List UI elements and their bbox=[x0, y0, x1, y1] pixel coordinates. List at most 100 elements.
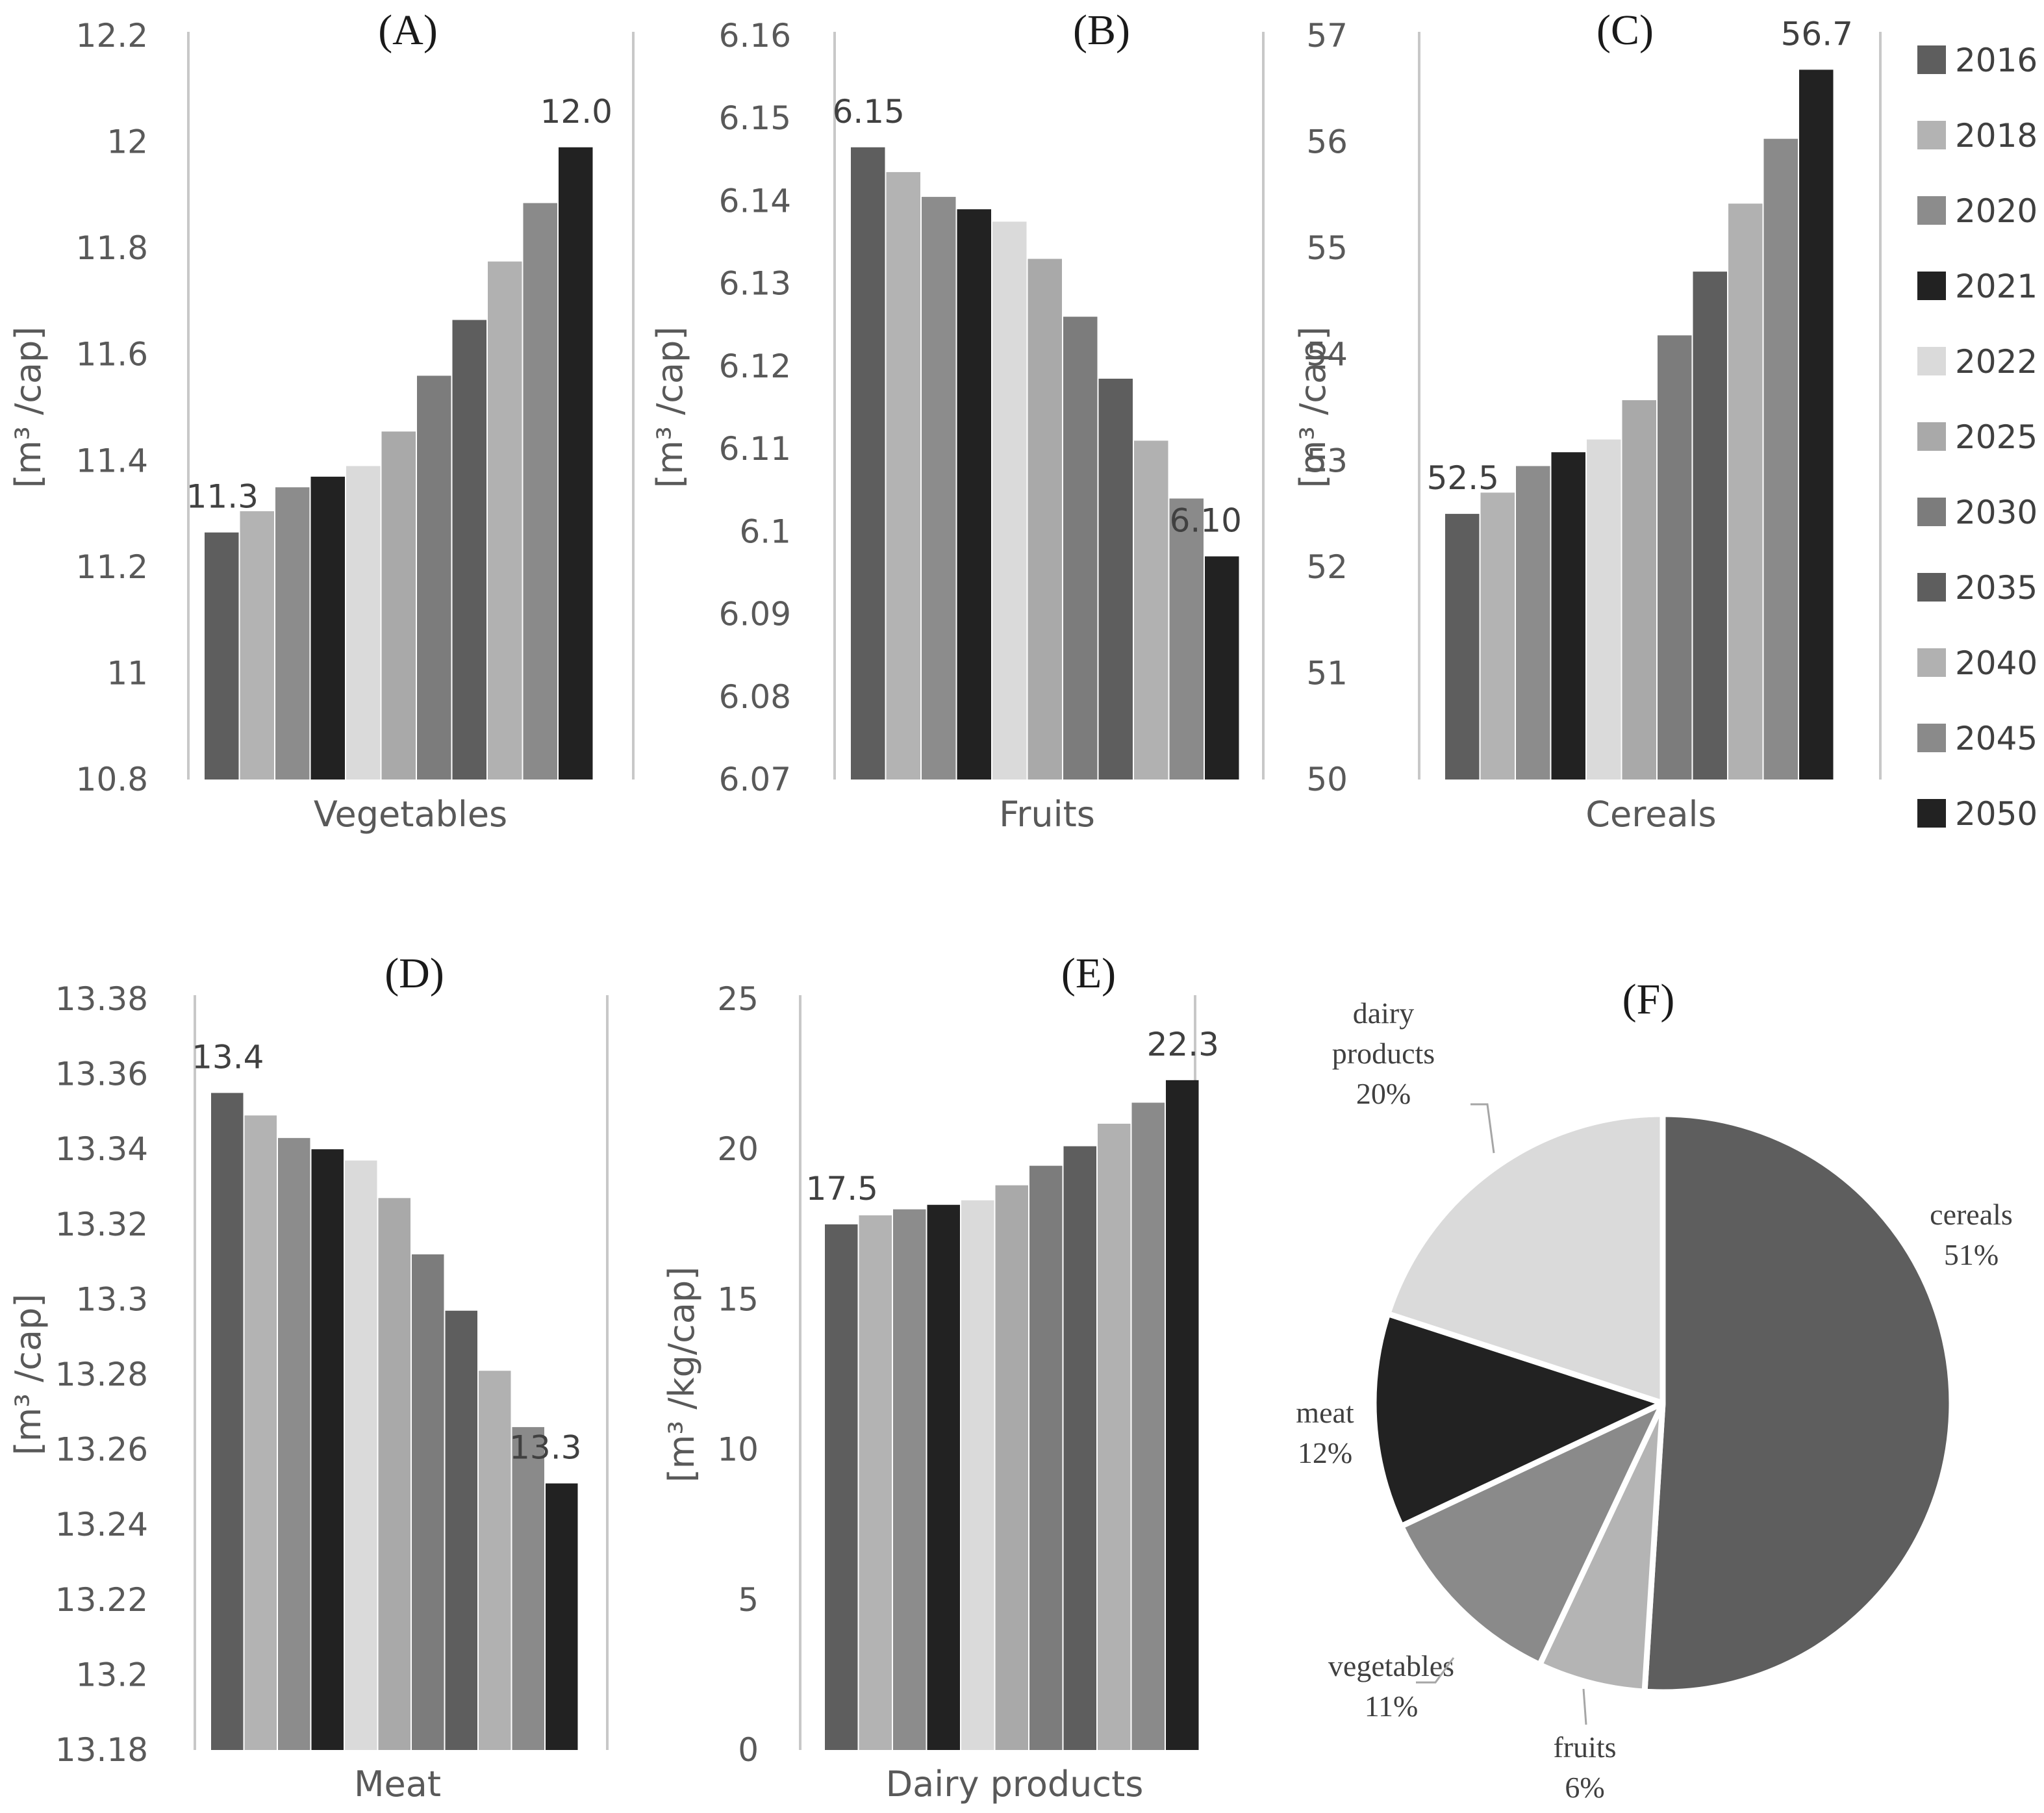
bar-2050 bbox=[559, 147, 593, 780]
bar-2025 bbox=[378, 1198, 410, 1750]
panel-title: (C) bbox=[1596, 6, 1654, 54]
chart-5: 0 5 10 15 20 25 17.5 22.3 Dairy products (E) [m³ /… bbox=[661, 950, 1219, 1805]
y-tick-label: 13.28 bbox=[55, 1356, 148, 1393]
data-label-first: 6.15 bbox=[833, 93, 905, 131]
bar-2050 bbox=[546, 1483, 578, 1750]
pie-slice-dairy bbox=[1385, 1111, 1666, 1406]
bar-2030 bbox=[412, 1254, 444, 1750]
y-tick-label: 6.11 bbox=[719, 430, 791, 468]
y-tick-label: 6.08 bbox=[719, 678, 791, 716]
chart-1: 10.8 11 11.2 11.4 11.6 11.8 12 12.2 11.3 12.0 Vege… bbox=[8, 6, 635, 835]
bar-2025 bbox=[1028, 259, 1062, 780]
bar-2040 bbox=[488, 261, 522, 780]
x-category-label: Vegetables bbox=[314, 794, 507, 835]
bar-2025 bbox=[995, 1185, 1028, 1750]
legend-label-2016: 2016 bbox=[1955, 42, 2038, 79]
bar-2035 bbox=[1063, 1146, 1096, 1750]
y-axis-label: [m³ /cap] bbox=[8, 1294, 49, 1456]
x-category-label: Fruits bbox=[999, 794, 1095, 835]
y-tick-label: 10.8 bbox=[76, 761, 148, 798]
y-tick-label: 11.8 bbox=[76, 229, 148, 267]
bar-2040 bbox=[1134, 440, 1168, 780]
y-tick-label: 13.32 bbox=[55, 1206, 148, 1243]
bar-2021 bbox=[311, 1149, 344, 1750]
bar-2022 bbox=[346, 466, 381, 780]
bar-2016 bbox=[825, 1224, 858, 1750]
y-tick-label: 0 bbox=[738, 1731, 759, 1769]
y-tick-label: 13.26 bbox=[55, 1431, 148, 1469]
data-label-last: 56.7 bbox=[1781, 15, 1853, 53]
y-tick-label: 12.2 bbox=[76, 17, 148, 55]
legend-swatch-2021 bbox=[1917, 272, 1946, 300]
bar-2016 bbox=[1445, 514, 1480, 780]
y-tick-label: 13.34 bbox=[55, 1130, 148, 1168]
bar-2020 bbox=[278, 1137, 310, 1750]
chart-4: 13.18 13.2 13.22 13.24 13.26 13.28 13.3 13.32 13… bbox=[8, 950, 609, 1805]
legend-label-2040: 2040 bbox=[1955, 644, 2038, 682]
data-label-last: 6.10 bbox=[1170, 502, 1242, 540]
y-tick-label: 56 bbox=[1306, 123, 1348, 161]
y-tick-label: 6.07 bbox=[719, 761, 791, 798]
pie-slice-cereals bbox=[1641, 1111, 1955, 1695]
y-axis-label: [m³ /cap] bbox=[8, 327, 49, 488]
pie-label-fruits: fruits bbox=[1553, 1731, 1616, 1764]
bar-2045 bbox=[1763, 138, 1798, 780]
bar-2025 bbox=[381, 431, 416, 780]
legend-swatch-2020 bbox=[1917, 196, 1946, 225]
chart-6-pie: (F) cereals 51% fruits 6% vegetables 11% meat 12… bbox=[1296, 976, 2013, 1804]
data-label-first: 52.5 bbox=[1427, 459, 1499, 497]
pie-label-dairy: 20% bbox=[1356, 1077, 1411, 1110]
legend-swatch-2045 bbox=[1917, 724, 1946, 752]
legend-label-2045: 2045 bbox=[1955, 720, 2038, 757]
panel-title: (E) bbox=[1061, 950, 1116, 997]
y-tick-label: 13.22 bbox=[55, 1581, 148, 1619]
legend-label-2030: 2030 bbox=[1955, 494, 2038, 531]
legend-label-2020: 2020 bbox=[1955, 192, 2038, 230]
y-tick-label: 5 bbox=[738, 1581, 759, 1619]
y-tick-label: 6.13 bbox=[719, 265, 791, 303]
bar-2020 bbox=[275, 487, 310, 780]
bar-2022 bbox=[992, 222, 1027, 780]
data-label-first: 11.3 bbox=[186, 478, 259, 516]
y-tick-label: 11.6 bbox=[76, 336, 148, 374]
y-tick-label: 6.16 bbox=[719, 17, 791, 55]
y-tick-label: 13.24 bbox=[55, 1506, 148, 1543]
bar-2021 bbox=[927, 1204, 960, 1750]
bar-2021 bbox=[1551, 452, 1585, 780]
pie-label-meat: meat bbox=[1296, 1396, 1354, 1429]
y-tick-label: 10 bbox=[717, 1431, 759, 1469]
legend-label-2021: 2021 bbox=[1955, 268, 2038, 305]
bar-2050 bbox=[1205, 556, 1239, 780]
y-tick-label: 13.2 bbox=[76, 1656, 148, 1693]
panel-title: (B) bbox=[1073, 6, 1130, 54]
legend-swatch-2050 bbox=[1917, 799, 1946, 828]
pie-slice-meat bbox=[1370, 1310, 1666, 1529]
legend-label-2018: 2018 bbox=[1955, 117, 2038, 155]
bar-2020 bbox=[893, 1209, 926, 1750]
bar-2040 bbox=[1728, 203, 1763, 780]
y-tick-label: 6.15 bbox=[719, 99, 791, 137]
y-tick-label: 13.36 bbox=[55, 1056, 148, 1093]
y-axis-label: [m³ /cap] bbox=[1293, 327, 1333, 488]
panel-title: (D) bbox=[385, 950, 444, 997]
y-tick-label: 6.12 bbox=[719, 348, 791, 385]
panel-title: (F) bbox=[1622, 976, 1675, 1023]
bar-2040 bbox=[1098, 1123, 1131, 1750]
legend-swatch-2022 bbox=[1917, 347, 1946, 375]
chart-2: 6.07 6.08 6.09 6.1 6.11 6.12 6.13 6.14 6.15 6.16 6… bbox=[650, 6, 1265, 835]
bar-2022 bbox=[961, 1200, 994, 1750]
leader-line-fruits bbox=[1582, 1688, 1587, 1725]
y-tick-label: 53 bbox=[1306, 442, 1348, 479]
bar-2021 bbox=[310, 476, 345, 780]
y-tick-label: 15 bbox=[717, 1280, 759, 1318]
legend-swatch-2035 bbox=[1917, 573, 1946, 602]
bar-2016 bbox=[851, 147, 885, 780]
y-tick-label: 57 bbox=[1306, 17, 1348, 55]
y-tick-label: 13.18 bbox=[55, 1731, 148, 1769]
y-tick-label: 6.09 bbox=[719, 596, 791, 633]
bar-2050 bbox=[1166, 1080, 1199, 1750]
panel-title: (A) bbox=[378, 6, 438, 54]
pie-label-cereals: cereals bbox=[1930, 1198, 2013, 1231]
leader-line-dairy bbox=[1470, 1103, 1495, 1154]
